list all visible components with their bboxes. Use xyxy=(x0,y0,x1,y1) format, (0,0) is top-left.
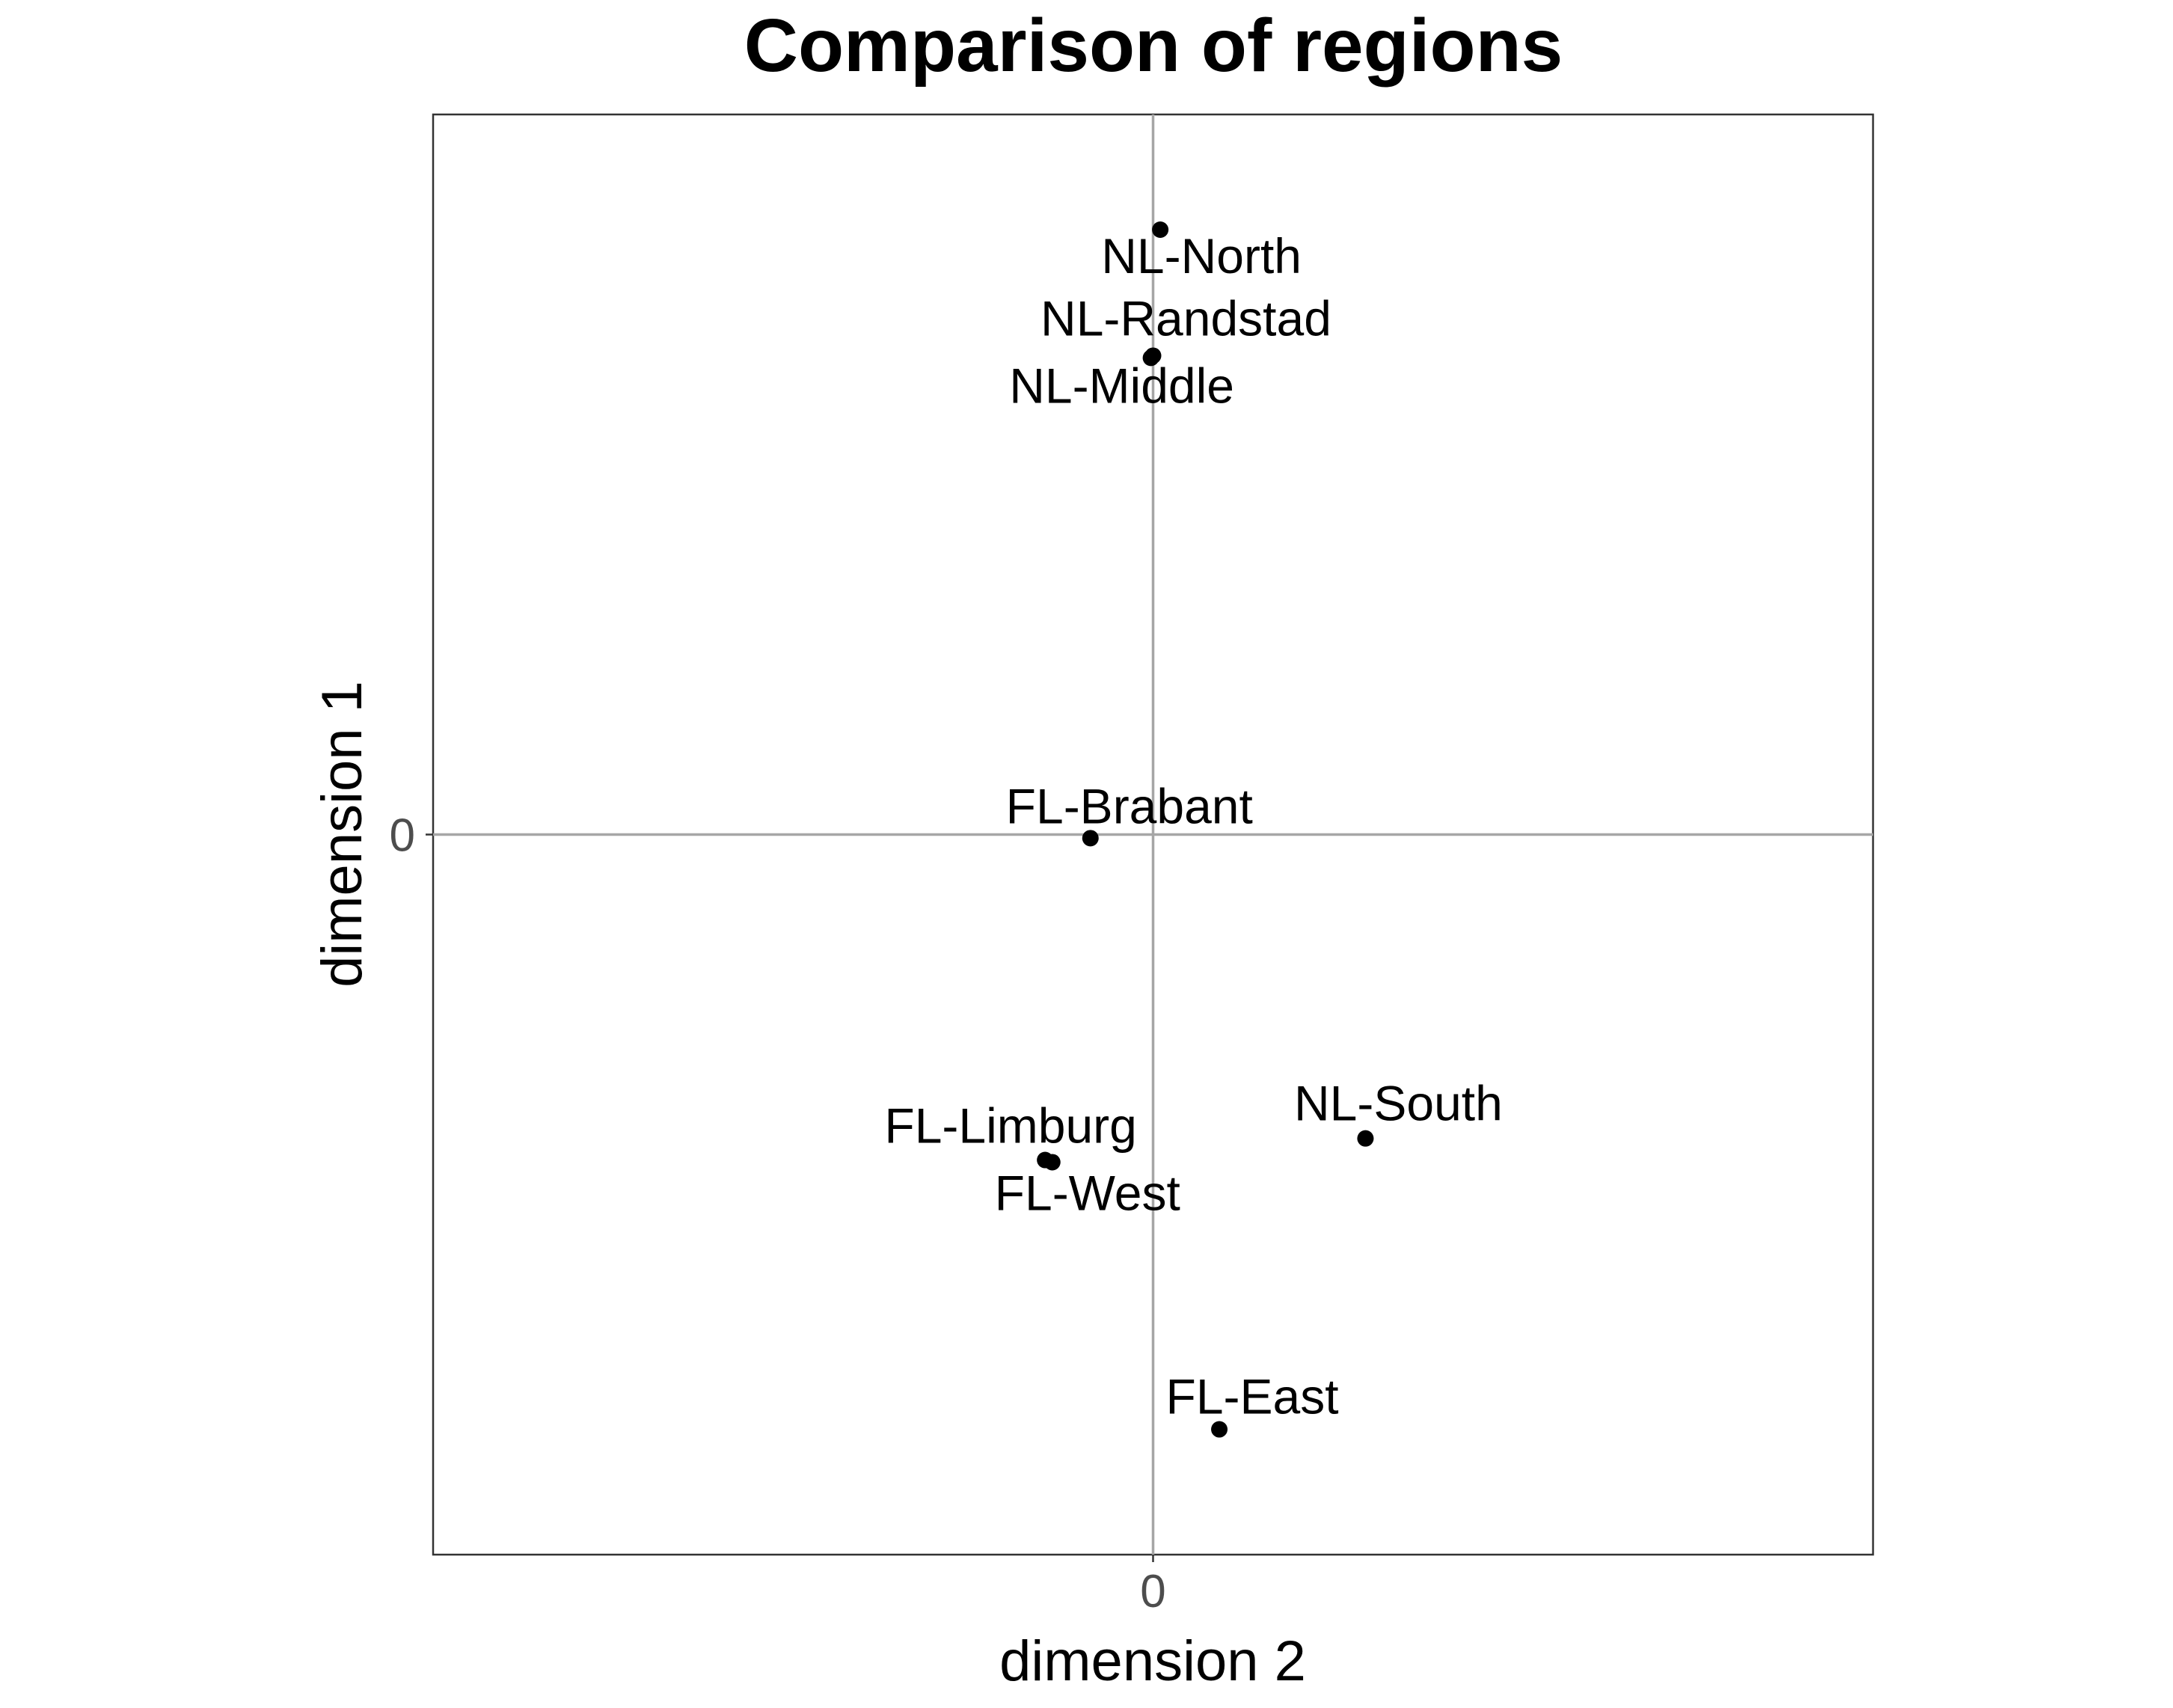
chart-title: Comparison of regions xyxy=(744,4,1563,88)
data-point xyxy=(1142,349,1159,367)
data-point-label: NL-North xyxy=(1101,228,1302,284)
data-point xyxy=(1152,221,1169,238)
data-point-label: FL-East xyxy=(1166,1369,1339,1424)
data-point xyxy=(1043,1154,1061,1171)
data-point-labels: NL-North NL-Randstad NL-Middle FL-Brabant NL… xyxy=(884,228,1502,1424)
data-point xyxy=(1357,1130,1374,1147)
x-axis-ticks: 0 xyxy=(1140,1555,1166,1617)
x-axis-label: dimension 2 xyxy=(999,1629,1306,1693)
data-point-label: NL-Randstad xyxy=(1040,290,1331,346)
data-point-label: FL-Limburg xyxy=(884,1098,1136,1154)
data-point xyxy=(1082,830,1099,847)
data-point-label: FL-Brabant xyxy=(1006,778,1253,833)
data-point-label: NL-Middle xyxy=(1009,358,1234,413)
y-tick-label: 0 xyxy=(390,810,415,862)
data-point-label: FL-West xyxy=(995,1165,1180,1220)
data-point-label: NL-South xyxy=(1294,1076,1503,1131)
data-point xyxy=(1211,1421,1228,1438)
x-tick-label: 0 xyxy=(1140,1566,1165,1617)
y-axis-label: dimension 1 xyxy=(310,681,374,988)
data-points xyxy=(1037,221,1374,1438)
y-axis-ticks: 0 xyxy=(390,810,433,862)
